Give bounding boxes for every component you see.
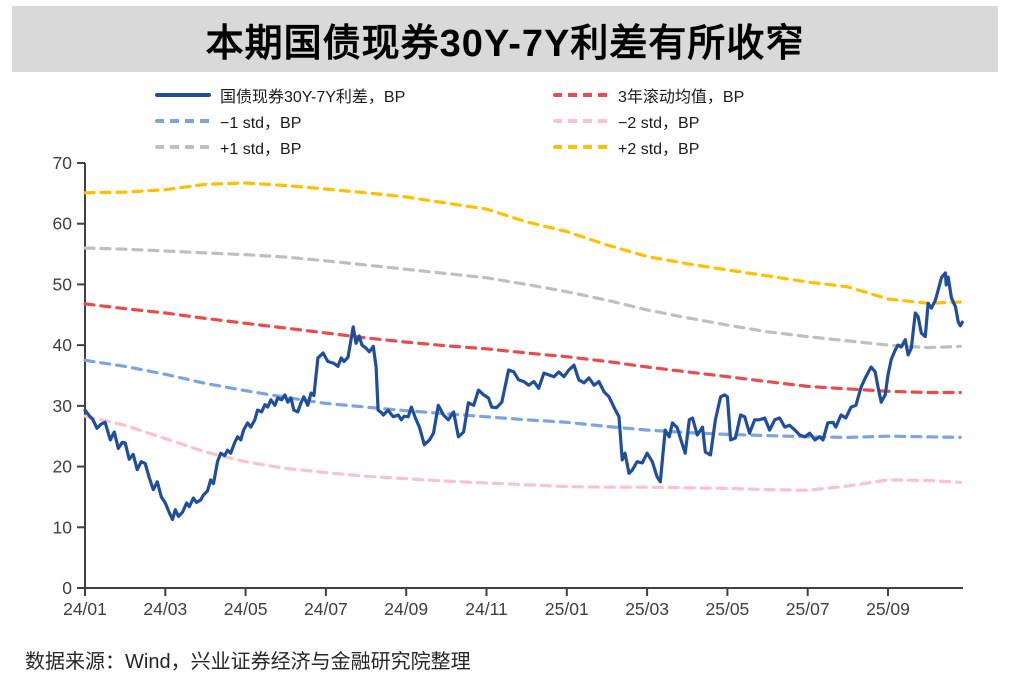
legend-label: 3年滚动均值，BP bbox=[618, 89, 745, 106]
legend-dashed-line-swatch bbox=[155, 119, 211, 123]
x-tick-label: 25/07 bbox=[786, 599, 830, 619]
title-bar: 本期国债现券30Y-7Y利差有所收窄 bbox=[12, 6, 998, 72]
legend-label: −1 std，BP bbox=[220, 115, 302, 132]
y-tick-label: 60 bbox=[53, 214, 73, 234]
y-tick-label: 50 bbox=[53, 274, 73, 294]
x-tick-label: 24/07 bbox=[304, 599, 348, 619]
y-tick-label: 30 bbox=[53, 396, 73, 416]
x-tick-label: 25/09 bbox=[866, 599, 910, 619]
y-tick-label: 0 bbox=[62, 578, 72, 598]
legend-dashed-line-swatch bbox=[553, 93, 609, 97]
legend-item: +1 std，BP bbox=[155, 138, 405, 158]
x-tick-label: 24/09 bbox=[384, 599, 428, 619]
x-tick-label: 24/05 bbox=[224, 599, 268, 619]
series-line-dashed bbox=[83, 246, 962, 350]
legend-label: +2 std，BP bbox=[618, 141, 700, 158]
y-tick-label: 40 bbox=[53, 335, 73, 355]
source-note: 数据来源：Wind，兴业证券经济与金融研究院整理 bbox=[25, 651, 471, 673]
x-tick-label: 24/03 bbox=[143, 599, 187, 619]
legend-column-0: 国债现券30Y-7Y利差，BP −1 std，BP +1 std，BP bbox=[155, 86, 405, 164]
y-tick-label: 20 bbox=[53, 457, 73, 477]
x-tick-label: 25/05 bbox=[706, 599, 750, 619]
legend-label: −2 std，BP bbox=[618, 115, 700, 132]
legend-dashed-line-swatch bbox=[155, 145, 211, 149]
x-tick-label: 25/03 bbox=[625, 599, 669, 619]
page-title: 本期国债现券30Y-7Y利差有所收窄 bbox=[205, 22, 805, 65]
y-tick-label: 10 bbox=[53, 517, 73, 537]
series-line-dashed bbox=[83, 358, 962, 439]
series-line-dashed bbox=[83, 302, 962, 395]
y-tick-label: 70 bbox=[53, 153, 73, 173]
legend-dashed-line-swatch bbox=[553, 145, 609, 149]
series-line-dashed bbox=[83, 414, 962, 492]
legend-item: −1 std，BP bbox=[155, 112, 405, 132]
chart-legend: 国债现券30Y-7Y利差，BP −1 std，BP +1 std，BP 3年滚动均值，… bbox=[0, 86, 1010, 158]
series-line-main bbox=[83, 271, 964, 522]
legend-dashed-line-swatch bbox=[553, 119, 609, 123]
x-tick-label: 25/01 bbox=[545, 599, 589, 619]
legend-item: +2 std，BP bbox=[553, 138, 744, 158]
series-line-dashed bbox=[83, 181, 962, 305]
legend-item: 3年滚动均值，BP bbox=[553, 86, 745, 106]
legend-solid-line-swatch bbox=[155, 93, 211, 97]
legend-label: +1 std，BP bbox=[220, 141, 302, 158]
legend-label: 国债现券30Y-7Y利差，BP bbox=[220, 89, 406, 106]
x-tick-label: 24/11 bbox=[465, 599, 508, 619]
legend-column-1: 3年滚动均值，BP −2 std，BP +2 std，BP bbox=[553, 86, 744, 164]
legend-item: 国债现券30Y-7Y利差，BP bbox=[155, 86, 406, 106]
x-tick-label: 24/01 bbox=[63, 599, 107, 619]
legend-item: −2 std，BP bbox=[553, 112, 744, 132]
